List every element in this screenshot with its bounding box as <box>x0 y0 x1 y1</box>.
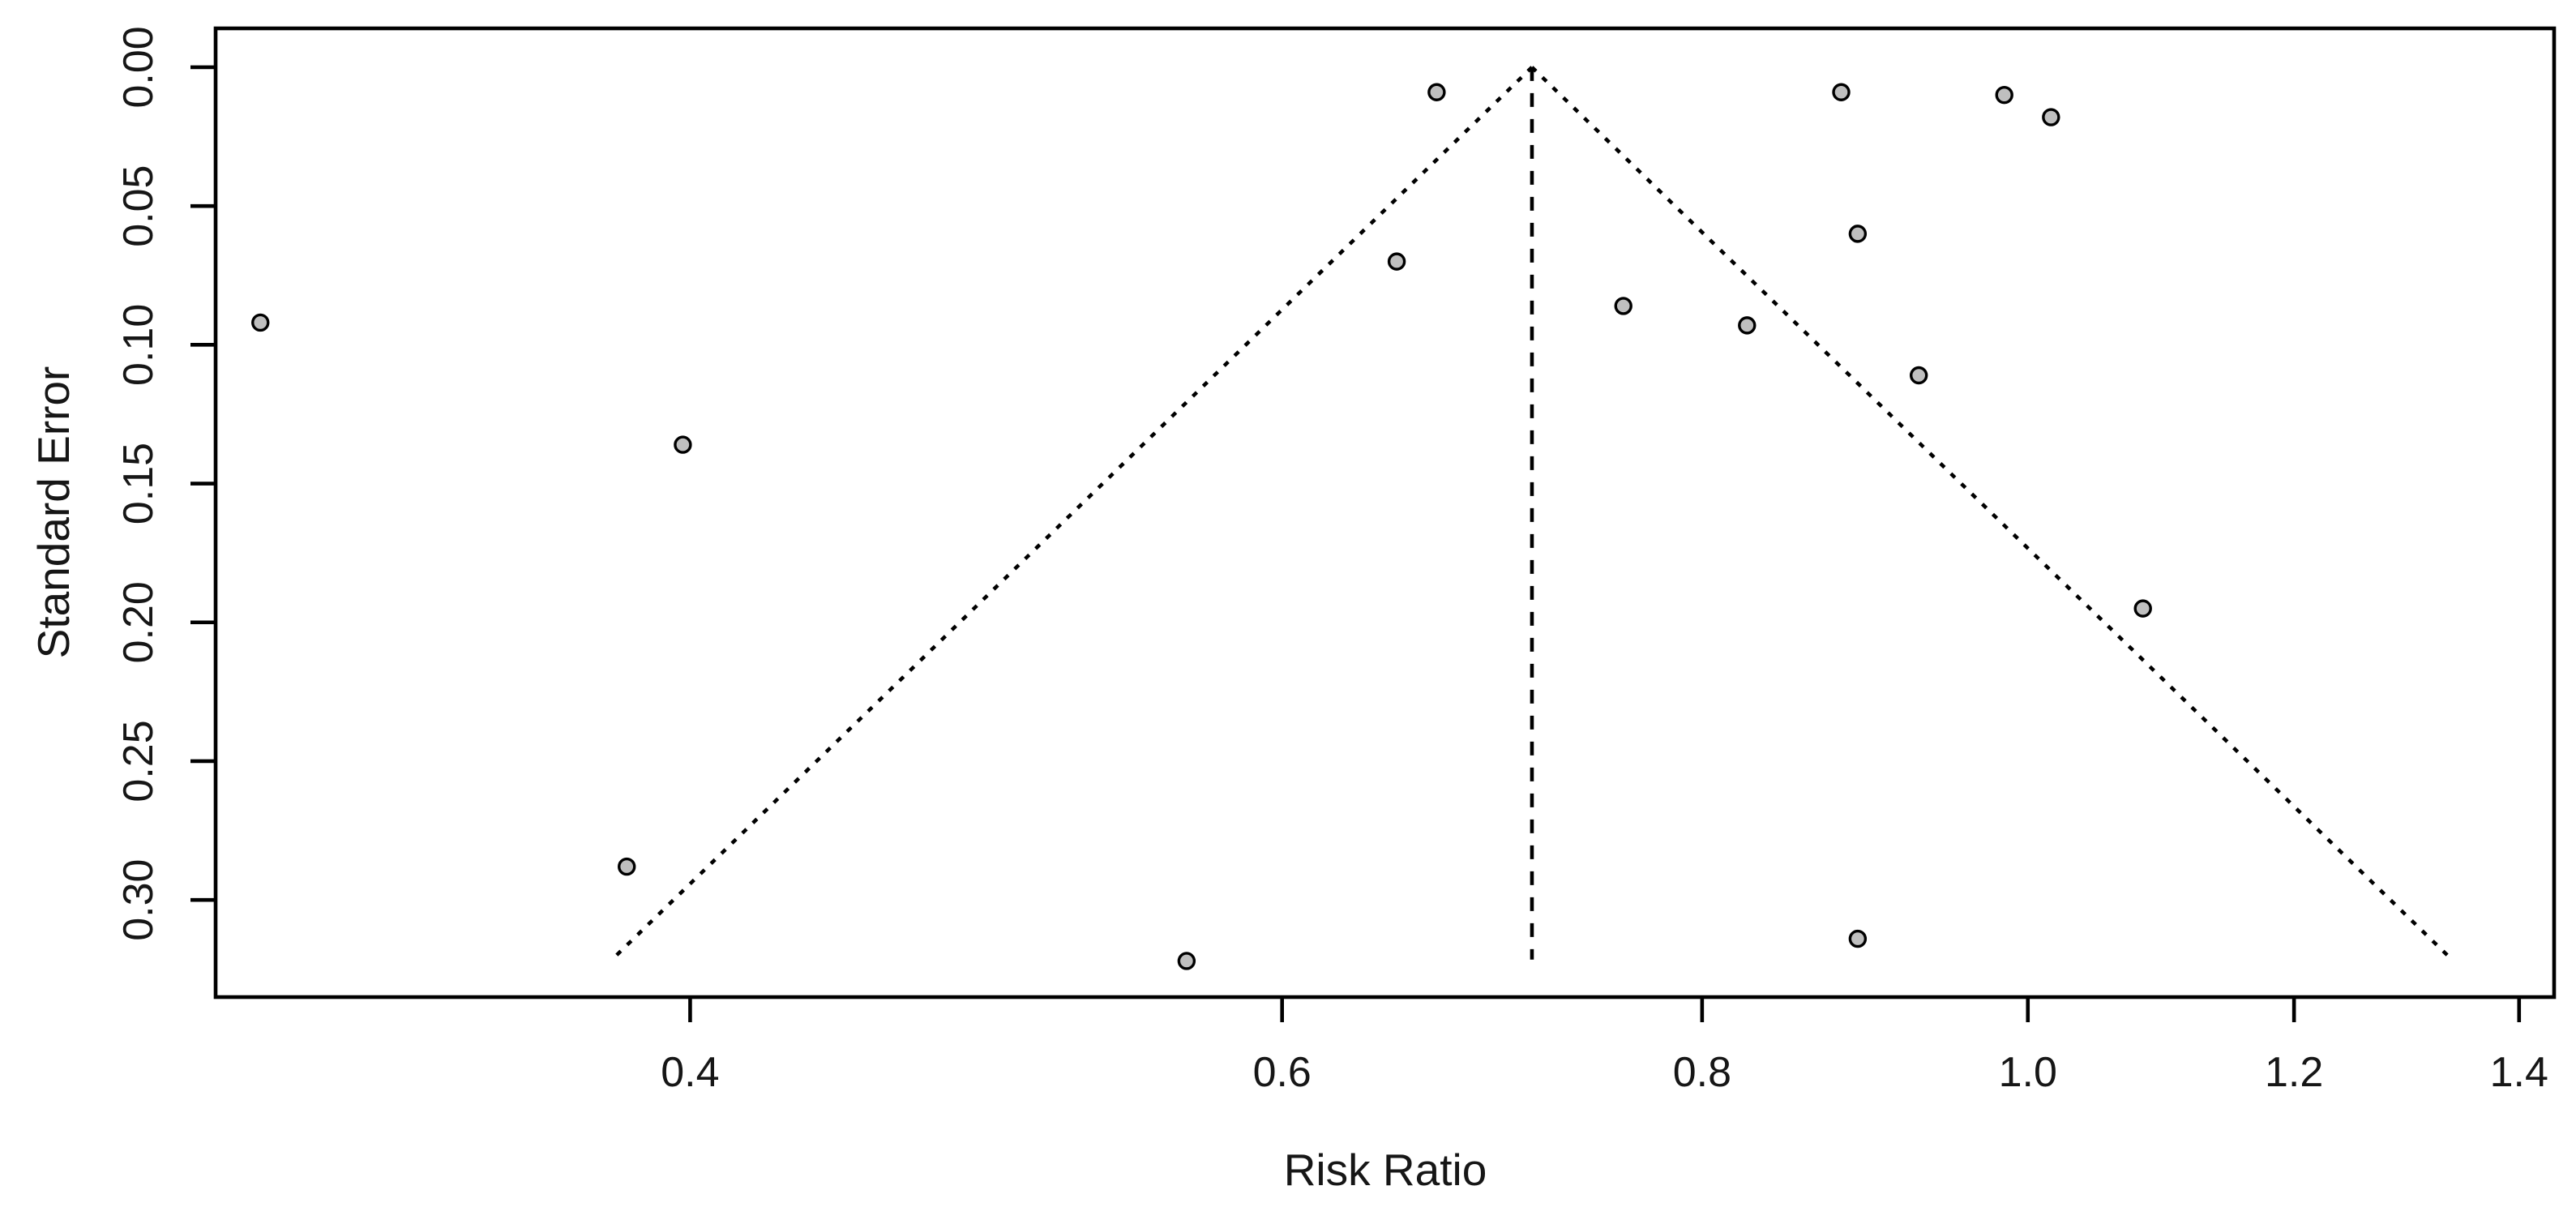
data-point <box>1614 297 1632 315</box>
plot-area: 0.4 0.6 0.8 1.0 1.2 1.4 0.00 0.05 0.10 0.15 0.20 0.… <box>115 26 2557 1096</box>
data-point <box>1832 83 1851 101</box>
data-point <box>1995 85 2013 105</box>
y-axis-title: Standard Error <box>28 366 79 659</box>
x-axis-tick-label: 0.8 <box>1673 1049 1731 1096</box>
funnel-right-edge <box>1530 66 2454 961</box>
data-point <box>2042 108 2060 126</box>
data-point <box>1387 252 1406 271</box>
y-axis-tick-label: 0.05 <box>115 165 162 247</box>
data-point <box>1738 316 1757 335</box>
x-axis-tick-label: 1.4 <box>2490 1049 2548 1096</box>
y-axis-tick-label: 0.20 <box>115 581 162 663</box>
data-point <box>674 435 692 454</box>
x-axis-title: Risk Ratio <box>1284 1145 1487 1195</box>
data-point <box>1177 952 1196 970</box>
data-point <box>2133 599 2152 618</box>
plot-frame <box>213 26 2557 1000</box>
y-axis-tick-label: 0.00 <box>115 26 162 108</box>
data-point <box>1848 225 1868 243</box>
data-point <box>1909 366 1928 385</box>
data-point <box>1848 929 1868 948</box>
x-axis-tick-label: 1.0 <box>1999 1049 2057 1096</box>
y-axis-tick-label: 0.30 <box>115 859 162 941</box>
x-axis-tick-label: 0.4 <box>661 1049 719 1096</box>
y-axis-tick-label: 0.25 <box>115 720 162 802</box>
data-point <box>618 857 636 876</box>
data-point <box>251 313 270 332</box>
y-axis-tick-label: 0.15 <box>115 443 162 524</box>
funnel-left-edge <box>610 66 1534 961</box>
data-point <box>1427 83 1446 101</box>
y-axis-tick-label: 0.10 <box>115 304 162 386</box>
x-axis-tick-label: 1.2 <box>2265 1049 2323 1096</box>
x-axis-tick-label: 0.6 <box>1253 1049 1312 1096</box>
